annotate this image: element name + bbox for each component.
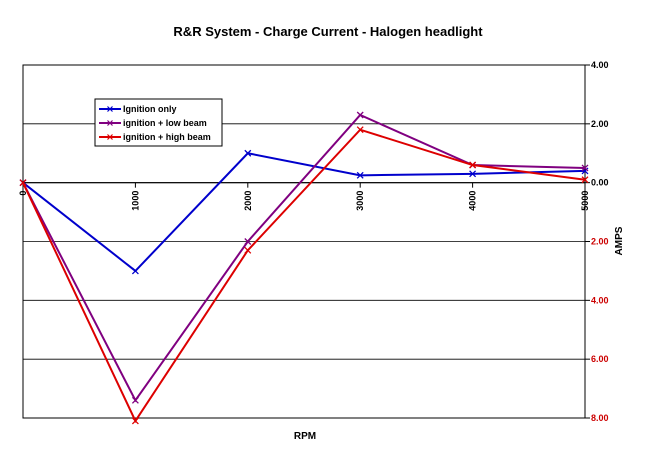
legend-label: Ignition only xyxy=(123,104,177,114)
legend: Ignition only ignition + low beam ignition… xyxy=(94,98,223,147)
chart-title: R&R System - Charge Current - Halogen he… xyxy=(173,24,483,39)
y-tick-labels: 4.00 2.00 0.00 2.00 4.00 6.00 8.00 xyxy=(591,60,609,423)
data-point-marker xyxy=(244,238,252,245)
data-point-marker xyxy=(356,126,364,134)
x-tick-label: 4000 xyxy=(468,191,478,211)
y-tick-label: 8.00 xyxy=(591,413,609,423)
data-point-marker xyxy=(131,396,139,404)
x-axis-title: RPM xyxy=(294,431,316,442)
data-point-marker xyxy=(19,179,27,187)
data-point-marker xyxy=(581,164,589,172)
axes xyxy=(22,64,590,419)
data-point-marker xyxy=(244,149,252,157)
legend-label: ignition + high beam xyxy=(123,132,211,142)
data-point-marker xyxy=(244,246,252,254)
x-tick-label: 5000 xyxy=(580,191,590,211)
x-tick-label: 3000 xyxy=(355,191,365,211)
data-point-marker xyxy=(356,171,364,179)
y-tick-label: 6.00 xyxy=(591,354,609,364)
data-point-marker xyxy=(469,161,477,169)
series-line xyxy=(22,128,586,423)
data-point-marker xyxy=(131,417,139,425)
data-point-marker xyxy=(469,170,477,178)
data-point-marker xyxy=(131,267,139,275)
y-tick-label: 4.00 xyxy=(591,295,609,305)
x-tick-label: 2000 xyxy=(243,191,253,211)
series-line xyxy=(22,152,586,273)
y-tick-label: 4.00 xyxy=(591,60,609,70)
legend-marker xyxy=(107,106,113,112)
series-line xyxy=(22,113,586,403)
x-tick-label: 1000 xyxy=(130,191,140,211)
y-tick-label: 2.00 xyxy=(591,237,609,247)
x-tick-labels: 0 1000 2000 3000 4000 5000 xyxy=(18,191,590,211)
legend-marker xyxy=(107,134,113,140)
y-tick-label: 2.00 xyxy=(591,119,609,129)
x-tick-label: 0 xyxy=(18,191,28,196)
y-tick-label: 0.00 xyxy=(591,178,609,188)
data-point-marker xyxy=(581,176,589,184)
legend-marker xyxy=(107,120,113,126)
data-point-marker xyxy=(356,111,364,119)
y-axis-title: AMPS xyxy=(614,226,625,255)
legend-label: ignition + low beam xyxy=(123,118,207,128)
series-lines xyxy=(19,111,589,425)
